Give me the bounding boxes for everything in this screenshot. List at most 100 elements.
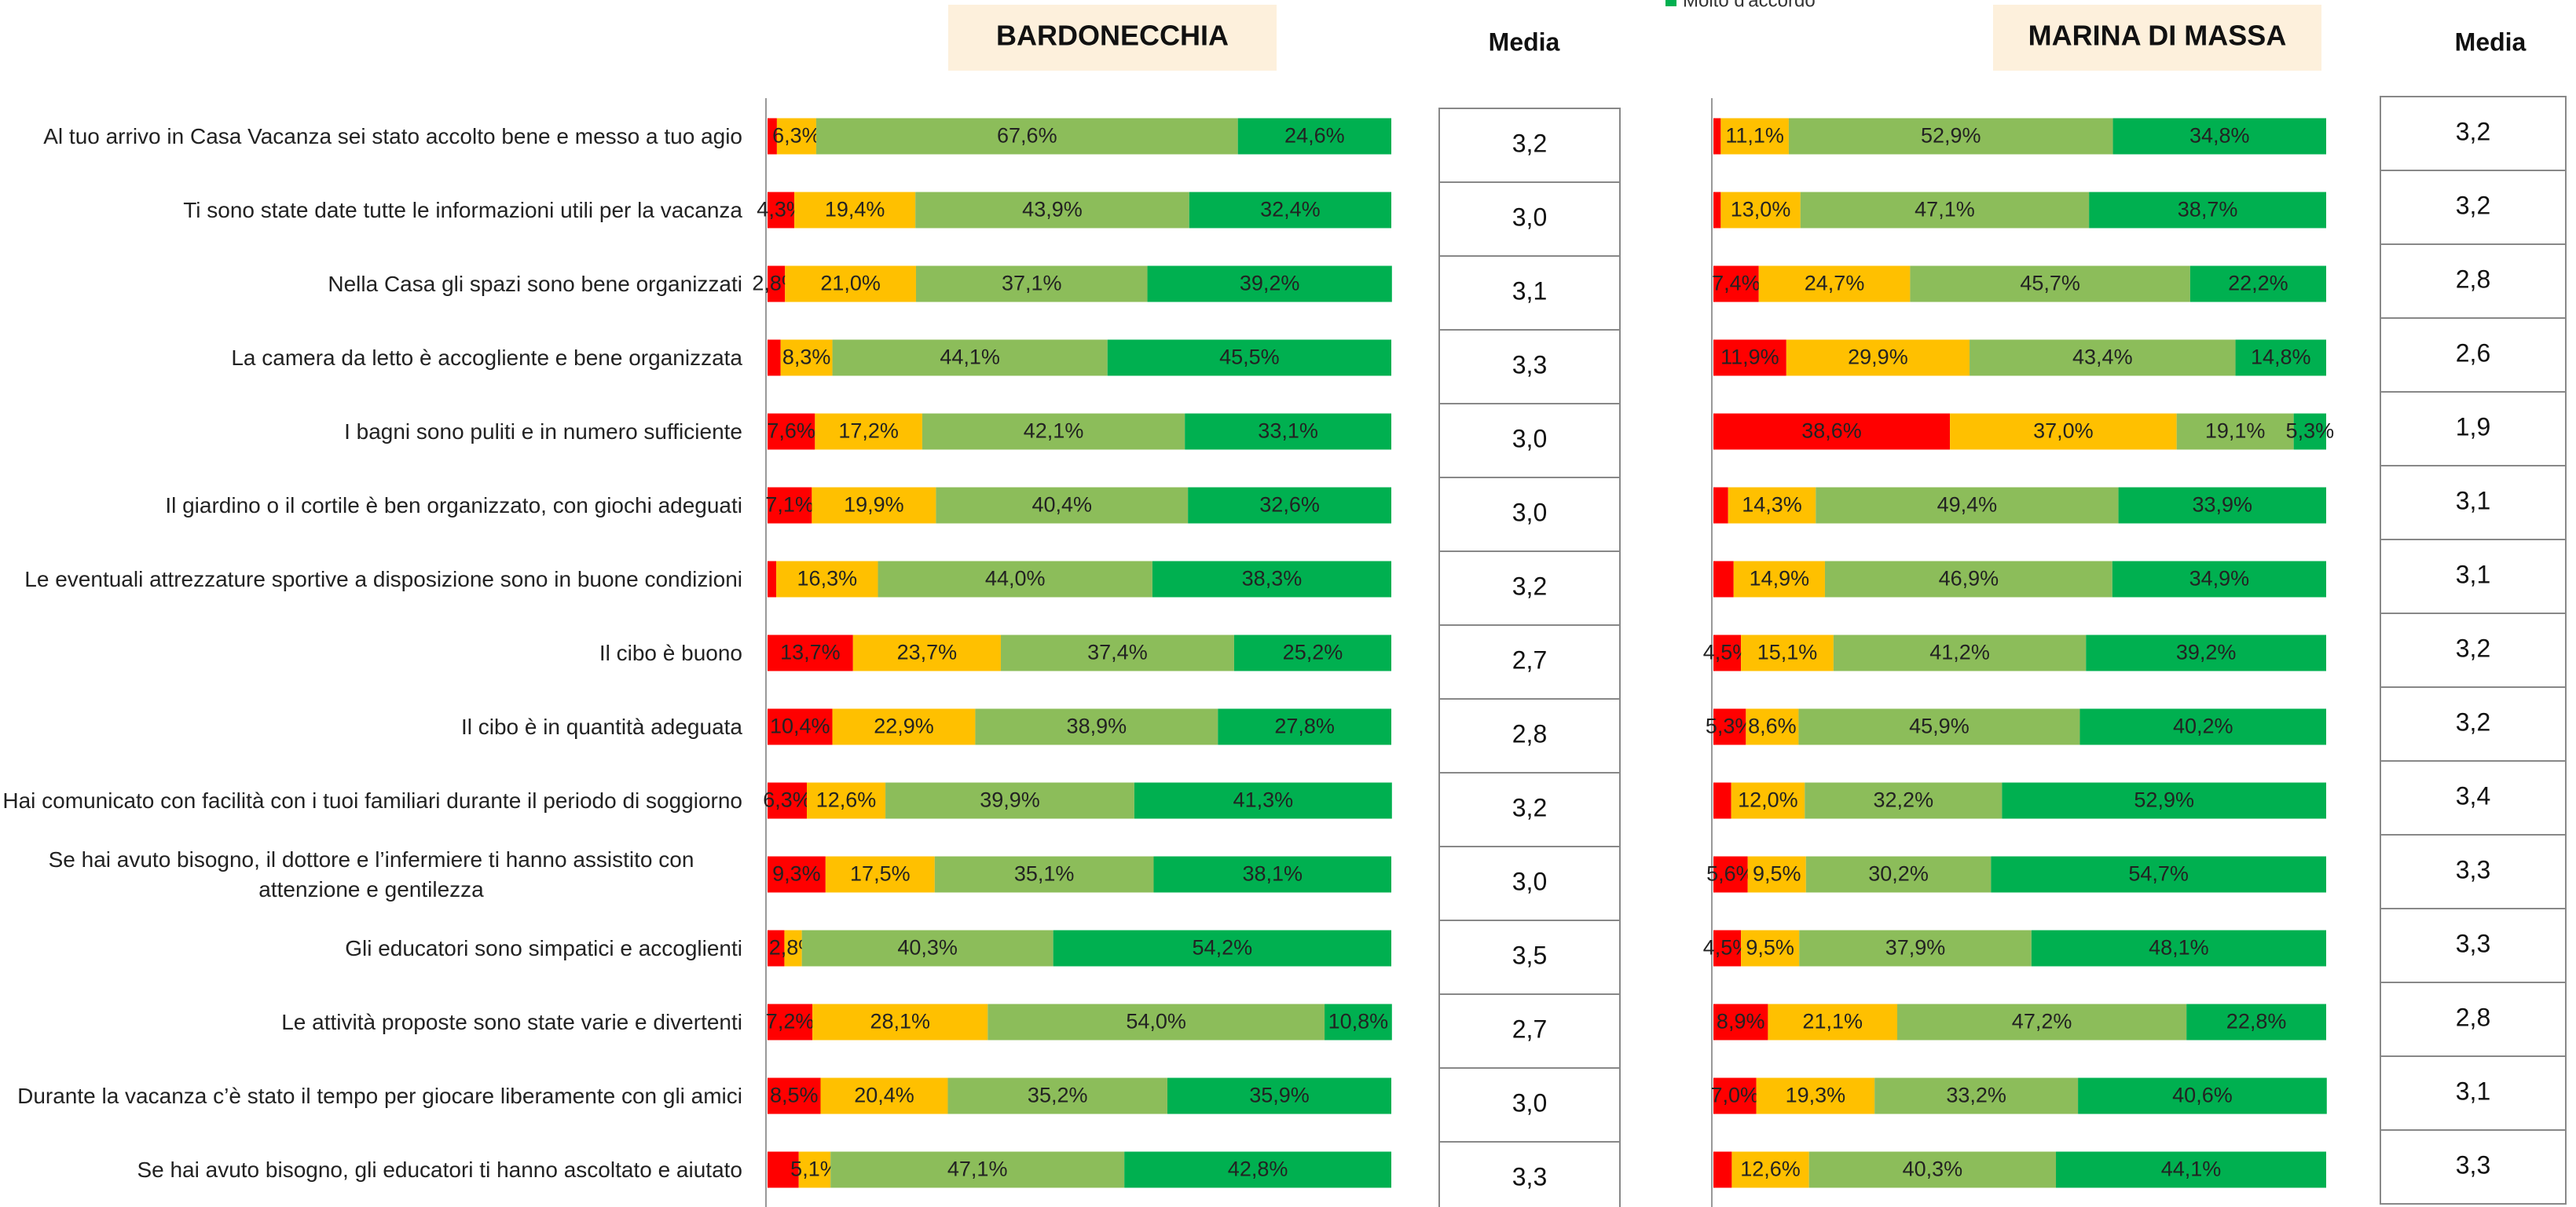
bar-label: 32,6% — [1259, 493, 1320, 517]
bar-segment — [878, 561, 1152, 598]
category-text: I bagni sono puliti e in numero sufficie… — [344, 419, 742, 444]
bar-segment — [1720, 192, 1801, 229]
media-value: 3,1 — [2456, 1077, 2490, 1105]
media-value: 3,2 — [2456, 708, 2490, 736]
bar-segment — [2112, 118, 2326, 155]
media-value: 2,8 — [1512, 719, 1547, 748]
bar-segment — [2293, 413, 2326, 450]
bar-label: 35,1% — [1014, 862, 1075, 886]
bar-segment — [1188, 487, 1391, 524]
bar-label: 8,9% — [1717, 1010, 1765, 1033]
bar-segment — [1233, 635, 1391, 671]
bar-segment — [1833, 635, 2087, 671]
bar-segment — [1713, 487, 1728, 524]
bar-segment — [1799, 930, 2032, 967]
bar-label: 17,5% — [850, 862, 911, 886]
category-text: Il cibo è in quantità adeguata — [460, 714, 742, 739]
category-text: Hai comunicato con facilità con i tuoi f… — [2, 788, 742, 813]
bar-segment — [768, 561, 777, 598]
bar-segment — [1107, 339, 1391, 376]
bar-segment — [776, 561, 878, 598]
media-value: 3,4 — [2456, 781, 2490, 810]
media-value: 2,7 — [1512, 646, 1547, 674]
category-text: Ti sono state date tutte le informazioni… — [183, 197, 742, 222]
bar-label: 47,1% — [947, 1158, 1008, 1181]
bar-label: 7,0% — [1711, 1084, 1760, 1107]
bar-label: 33,1% — [1258, 419, 1318, 443]
bar-segment — [1000, 635, 1234, 671]
bar-label: 32,4% — [1260, 198, 1321, 221]
category-label: Al tuo arrivo in Casa Vacanza sei stato … — [0, 100, 742, 174]
category-label: Le eventuali attrezzature sportive a dis… — [0, 543, 742, 616]
bar-segment — [2002, 782, 2326, 819]
bar-label: 16,3% — [797, 567, 858, 591]
bar-segment — [2086, 635, 2326, 671]
bar-segment — [934, 856, 1154, 893]
media-value: 3,3 — [1512, 1162, 1547, 1191]
category-label: Se hai avuto bisogno, il dottore e l’inf… — [0, 838, 742, 912]
category-label: Il cibo è in quantità adeguata — [0, 690, 742, 764]
bar-segment — [1713, 265, 1759, 302]
category-label: Gli educatori sono simpatici e accoglien… — [0, 912, 742, 986]
bar-label: 46,9% — [1939, 567, 1999, 591]
bar-label: 39,2% — [2176, 641, 2237, 664]
bar-label: 35,9% — [1249, 1084, 1310, 1107]
bar-segment — [915, 265, 1148, 302]
media-value: 3,2 — [2456, 117, 2490, 145]
bar-segment — [768, 265, 786, 302]
bar-segment — [1897, 1004, 2187, 1041]
category-text: Se hai avuto bisogno, il dottore e l’inf… — [48, 847, 694, 902]
bar-label: 22,9% — [874, 715, 934, 738]
category-text: Gli educatori sono simpatici e accoglien… — [345, 935, 742, 960]
title-box — [1993, 5, 2321, 71]
bar-segment — [1824, 561, 2112, 598]
bar-label: 40,4% — [1031, 493, 1092, 517]
bar-segment — [1167, 1077, 1391, 1114]
media-value: 3,5 — [1512, 941, 1547, 969]
bar-label: 48,1% — [2149, 936, 2209, 960]
bar-label: 8,6% — [1748, 715, 1797, 738]
bar-segment — [768, 413, 815, 450]
bar-label: 14,9% — [1750, 567, 1810, 591]
category-label: La camera da letto è accogliente e bene … — [0, 321, 742, 395]
bar-segment — [2089, 192, 2326, 229]
bar-label: 40,3% — [1903, 1158, 1963, 1181]
bar-segment — [2176, 413, 2294, 450]
media-value: 3,0 — [1512, 424, 1547, 452]
bar-label: 39,2% — [1240, 272, 1300, 295]
bar-segment — [1746, 708, 1799, 745]
bar-label: 24,6% — [1284, 124, 1345, 148]
bar-segment — [780, 339, 833, 376]
bar-segment — [815, 413, 922, 450]
bar-segment — [1713, 1077, 1757, 1114]
bar-label: 37,9% — [1885, 936, 1946, 960]
bar-segment — [1758, 265, 1911, 302]
bar-label: 47,1% — [1915, 198, 1975, 221]
category-label: Il giardino o il cortile è ben organizza… — [0, 469, 742, 543]
bar-label: 40,3% — [897, 936, 958, 960]
bar-label: 15,1% — [1757, 641, 1818, 664]
bar-label: 7,2% — [766, 1010, 815, 1033]
bar-segment — [1788, 118, 2113, 155]
bar-label: 67,6% — [997, 124, 1057, 148]
bar-label: 9,5% — [1746, 936, 1794, 960]
bar-label: 42,1% — [1024, 419, 1084, 443]
bar-label: 45,9% — [1909, 715, 1970, 738]
bar-segment — [2235, 339, 2326, 376]
bar-label: 44,1% — [2161, 1158, 2222, 1181]
bar-label: 34,8% — [2189, 124, 2250, 148]
bar-segment — [820, 1077, 948, 1114]
bar-segment — [768, 782, 808, 819]
bar-label: 17,2% — [838, 419, 899, 443]
bar-segment — [2189, 265, 2326, 302]
bar-label: 9,5% — [1753, 862, 1801, 886]
bar-segment — [1741, 635, 1834, 671]
bar-segment — [1991, 856, 2326, 893]
bar-label: 41,2% — [1929, 641, 1990, 664]
bar-label: 6,3% — [772, 124, 821, 148]
bar-segment — [2186, 1004, 2326, 1041]
bar-segment — [807, 782, 886, 819]
media-value: 3,3 — [1512, 350, 1547, 379]
bar-segment — [815, 118, 1238, 155]
